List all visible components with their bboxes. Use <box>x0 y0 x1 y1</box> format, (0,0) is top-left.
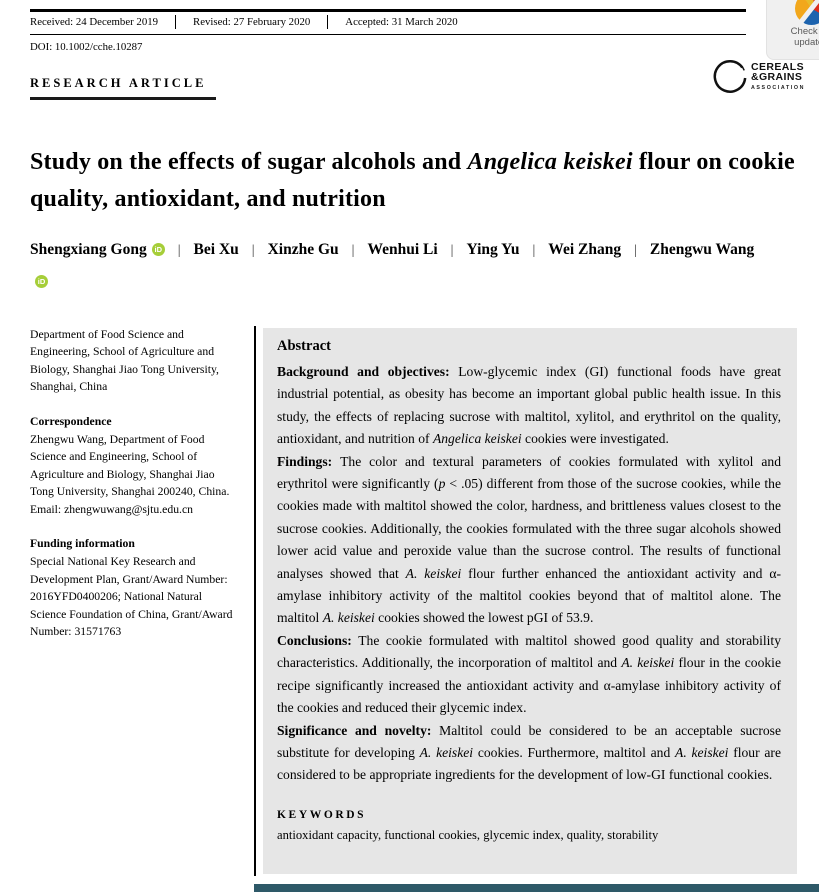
abstract-paragraph: Findings: The color and textural paramet… <box>277 453 781 626</box>
correspondence-text: Zhengwu Wang, Department of Food Science… <box>30 433 230 499</box>
accepted-date: Accepted: 31 March 2020 <box>327 15 474 29</box>
crossmark-label-line1: Check for <box>790 26 819 37</box>
affiliation-text: Department of Food Science and Engineeri… <box>30 328 219 394</box>
author-list: Shengxiang Gong iD | Bei Xu | Xinzhe Gu | Wenhu… <box>30 234 770 297</box>
correspondence-email: Email: zhengwuwang@sjtu.edu.cn <box>30 502 193 516</box>
logo-text-line1: CEREALS <box>751 60 804 73</box>
abstract-paragraph: Background and objectives: Low-glycemic … <box>277 364 781 447</box>
abstract-body: Background and objectives: Low-glycemic … <box>277 361 781 787</box>
author-separator: | <box>251 243 255 258</box>
category-underline <box>30 97 216 100</box>
author-separator: | <box>634 243 637 258</box>
abstract-heading: Abstract <box>277 338 331 354</box>
correspondence-heading: Correspondence <box>30 414 112 428</box>
keywords-text: antioxidant capacity, functional cookies… <box>277 827 659 842</box>
funding-text: Special National Key Research and Develo… <box>30 555 233 639</box>
author-name: Wenhui Li <box>367 241 438 258</box>
dates-bar: Received: 24 December 2019 Revised: 27 F… <box>30 15 746 29</box>
author-name: Xinzhe Gu <box>267 241 339 258</box>
logo-text-line3: ASSOCIATION <box>751 84 805 91</box>
title-species-italic: Angelica keiskei <box>467 149 633 176</box>
column-divider <box>254 326 256 876</box>
author-name: Bei Xu <box>193 241 239 258</box>
revised-date: Revised: 27 February 2020 <box>175 15 327 29</box>
article-category: RESEARCH ARTICLE <box>30 76 216 100</box>
author-separator: | <box>450 243 454 258</box>
footer-accent-bar <box>254 884 819 892</box>
keywords-heading: KEYWORDS <box>277 808 367 821</box>
author-name: Ying Yu <box>466 241 520 258</box>
crossmark-logo-icon <box>794 0 819 25</box>
author-name: Zhengwu Wang <box>649 241 755 258</box>
funding-heading: Funding information <box>30 537 135 551</box>
received-date: Received: 24 December 2019 <box>30 16 159 28</box>
orcid-icon[interactable]: iD <box>35 275 48 288</box>
abstract-box: Abstract Background and objectives: Low-… <box>263 328 797 874</box>
article-info-column: Department of Food Science and Engineeri… <box>30 326 236 641</box>
author-separator: | <box>351 243 355 258</box>
author-name: Wei Zhang <box>548 241 622 258</box>
logo-text-line2: &GRAINS <box>751 70 803 83</box>
orcid-icon[interactable]: iD <box>151 243 165 256</box>
top-rule <box>30 9 746 12</box>
cereals-grains-logo: CEREALS &GRAINS ASSOCIATION <box>710 58 805 96</box>
article-title: Study on the effects of sugar alcohols a… <box>30 149 795 213</box>
crossmark-label-line2: updates <box>794 36 819 48</box>
author-separator: | <box>177 243 181 258</box>
check-for-updates-badge[interactable]: Check for updates <box>766 0 819 60</box>
author-separator: | <box>532 243 536 258</box>
abstract-paragraph: Conclusions: The cookie formulated with … <box>277 632 782 716</box>
abstract-paragraph: Significance and novelty: Maltitol could… <box>277 722 781 783</box>
dates-bar-rule <box>30 34 746 35</box>
doi-text: DOI: 10.1002/cche.10287 <box>30 41 143 53</box>
author-name: Shengxiang Gong <box>30 241 147 258</box>
cereals-grains-emblem-icon <box>713 60 747 93</box>
